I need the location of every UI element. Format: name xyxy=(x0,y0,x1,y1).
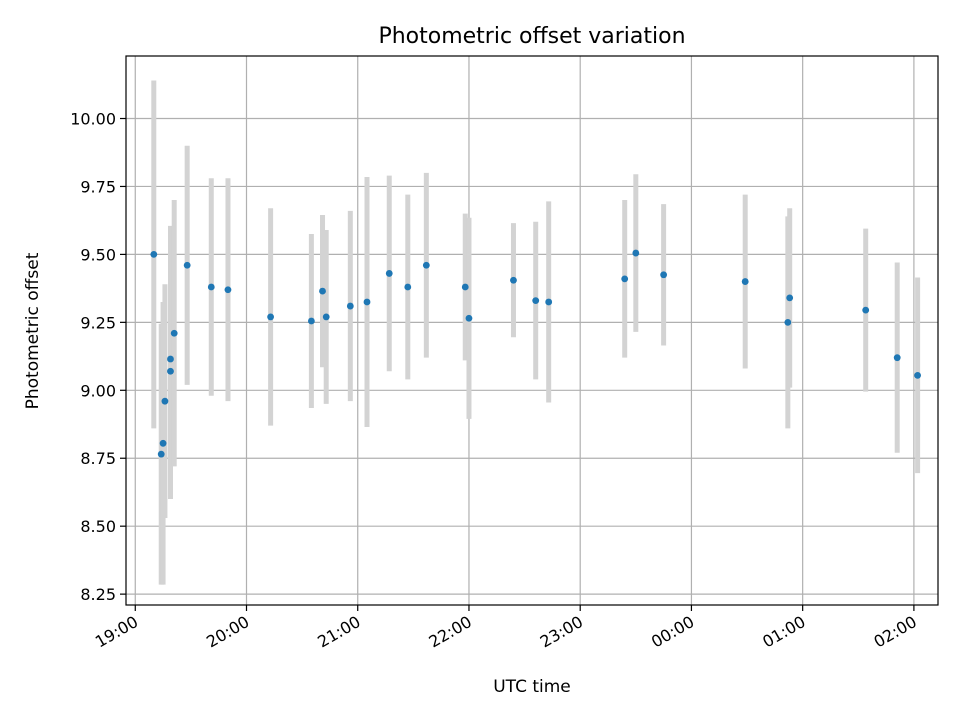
data-point xyxy=(461,283,469,291)
data-point xyxy=(741,278,749,285)
data-point xyxy=(510,276,517,284)
data-point xyxy=(914,371,922,379)
data-point xyxy=(267,313,275,321)
data-point xyxy=(207,283,215,291)
chart-title: Photometric offset variation xyxy=(378,24,685,49)
data-point xyxy=(404,283,412,291)
data-point xyxy=(170,329,178,337)
data-point xyxy=(422,261,430,269)
data-point xyxy=(532,297,540,305)
x-tick-label: 21:00 xyxy=(314,612,363,652)
x-tick-label: 20:00 xyxy=(203,612,252,652)
data-point xyxy=(183,261,191,269)
data-point xyxy=(545,298,553,306)
y-tick-label: 9.00 xyxy=(80,381,116,400)
data-point xyxy=(167,355,174,363)
plot-frame xyxy=(125,55,939,606)
data-point xyxy=(465,314,473,322)
y-axis-label: Photometric offset xyxy=(23,252,43,409)
data-point xyxy=(150,251,158,258)
data-point xyxy=(157,450,165,458)
y-tick-label: 9.50 xyxy=(80,245,116,264)
x-tick-label: 19:00 xyxy=(92,612,141,652)
data-point xyxy=(319,287,326,295)
y-tick-label: 8.75 xyxy=(80,449,116,468)
data-point xyxy=(167,367,174,375)
x-tick-label: 01:00 xyxy=(759,612,808,652)
x-axis-label: UTC time xyxy=(493,677,571,697)
x-tick-label: 22:00 xyxy=(426,612,475,652)
x-tick-label: 00:00 xyxy=(648,612,697,652)
data-point xyxy=(346,302,354,310)
x-tick-label: 02:00 xyxy=(870,612,919,652)
y-tick-label: 10.00 xyxy=(70,110,116,129)
data-point xyxy=(322,313,330,321)
x-axis-ticks: 19:00 20:00 21:00 22:00 23:00 00:00 01:00 02:00 xyxy=(92,605,920,652)
data-point xyxy=(893,354,901,362)
data-point xyxy=(784,318,792,326)
y-tick-label: 9.75 xyxy=(80,177,116,196)
data-point xyxy=(224,286,232,294)
y-tick-label: 8.50 xyxy=(80,517,116,536)
data-points xyxy=(150,249,922,458)
data-point xyxy=(621,275,629,283)
y-tick-label: 8.25 xyxy=(80,585,116,604)
data-point xyxy=(786,294,794,302)
x-tick-label: 23:00 xyxy=(537,612,586,652)
data-point xyxy=(862,306,870,314)
data-point xyxy=(660,271,668,279)
data-point xyxy=(159,439,167,447)
data-point xyxy=(632,249,640,257)
y-axis-ticks: 8.25 8.50 8.75 9.00 9.25 9.50 9.75 10.00 xyxy=(70,110,126,604)
y-tick-label: 9.25 xyxy=(80,313,116,332)
data-point xyxy=(161,397,169,405)
data-point xyxy=(385,270,393,277)
data-point xyxy=(307,317,315,325)
data-point xyxy=(363,298,371,306)
grid-lines xyxy=(126,56,938,605)
